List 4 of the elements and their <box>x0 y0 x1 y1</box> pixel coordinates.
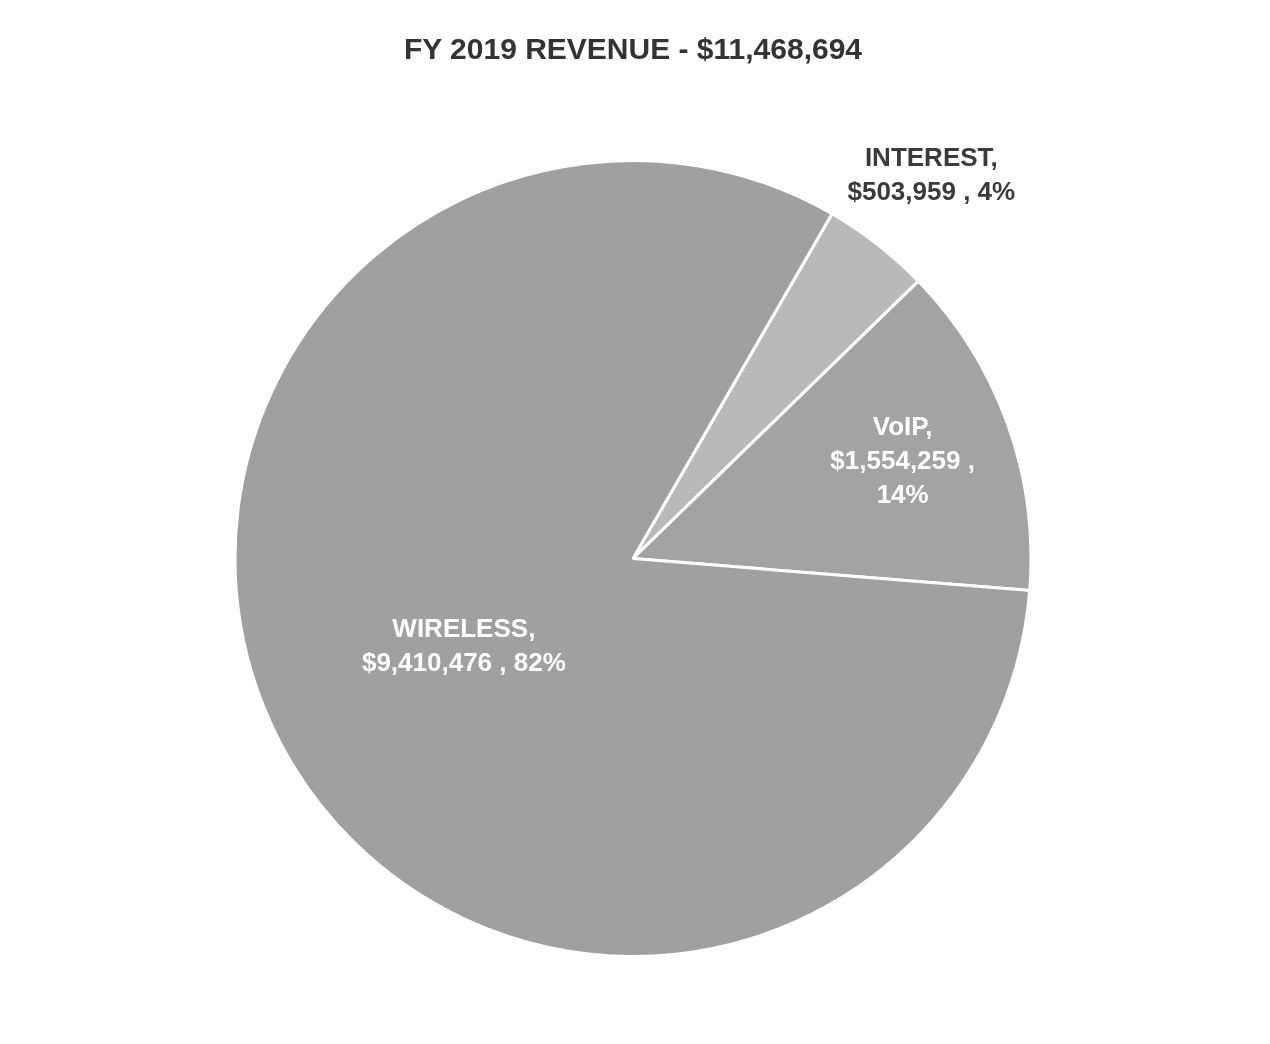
slice-label: WIRELESS, $9,410,476 , 82% <box>361 613 566 678</box>
slice-label: INTEREST, $503,959 , 4% <box>847 141 1016 206</box>
slice-label: VoIP, $1,554,259 , 14% <box>830 410 975 509</box>
chart-title: FY 2019 REVENUE - $11,468,694 <box>403 32 863 66</box>
